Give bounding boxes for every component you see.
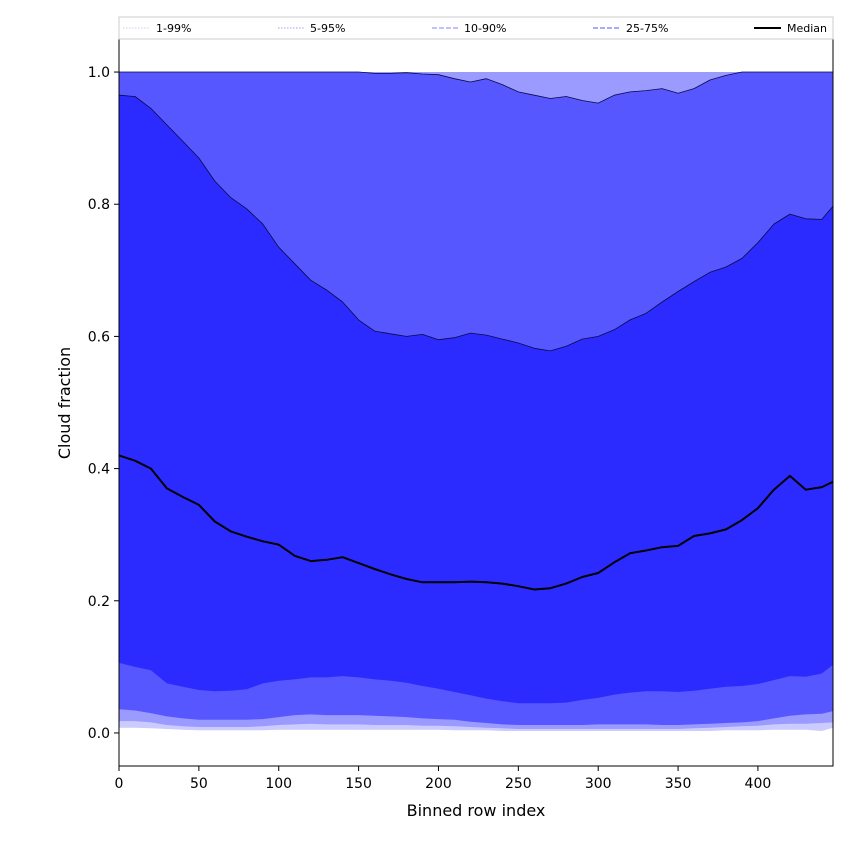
legend-label: 5-95% — [310, 22, 345, 35]
x-tick-label: 100 — [265, 776, 292, 792]
y-tick-label: 0.8 — [88, 197, 110, 213]
x-tick-label: 150 — [345, 776, 372, 792]
y-axis-ticks: 0.0 0.2 0.4 0.6 0.8 1.0 — [88, 65, 119, 742]
boundary-25-75-upper — [119, 94, 833, 352]
y-tick-label: 0.6 — [88, 329, 110, 345]
legend: 1-99% 5-95% 10-90% 25-75% Median — [118, 16, 834, 40]
y-tick-label: 0.4 — [88, 462, 110, 478]
y-tick-label: 1.0 — [88, 65, 110, 81]
y-tick-label: 0.2 — [88, 594, 110, 610]
x-axis-ticks: 0 50 100 150 200 250 300 350 400 — [115, 766, 772, 792]
y-axis-label: Cloud fraction — [55, 347, 74, 459]
percentile-bands — [119, 72, 833, 731]
x-tick-label: 350 — [665, 776, 692, 792]
x-tick-label: 400 — [745, 776, 772, 792]
legend-label: 10-90% — [464, 22, 506, 35]
band-25-75 — [119, 95, 833, 704]
y-tick-label: 0.0 — [88, 726, 110, 742]
median-line — [119, 454, 833, 591]
band-boundaries — [119, 71, 833, 591]
x-tick-label: 250 — [505, 776, 532, 792]
legend-label: 1-99% — [156, 22, 191, 35]
x-axis-label: Binned row index — [407, 801, 546, 820]
x-tick-label: 200 — [425, 776, 452, 792]
x-tick-label: 300 — [585, 776, 612, 792]
boundary-10-90-upper — [119, 71, 833, 104]
x-tick-label: 50 — [190, 776, 208, 792]
x-tick-label: 0 — [115, 776, 124, 792]
legend-label: Median — [787, 22, 827, 35]
legend-label: 25-75% — [626, 22, 668, 35]
legend-box — [118, 16, 834, 40]
